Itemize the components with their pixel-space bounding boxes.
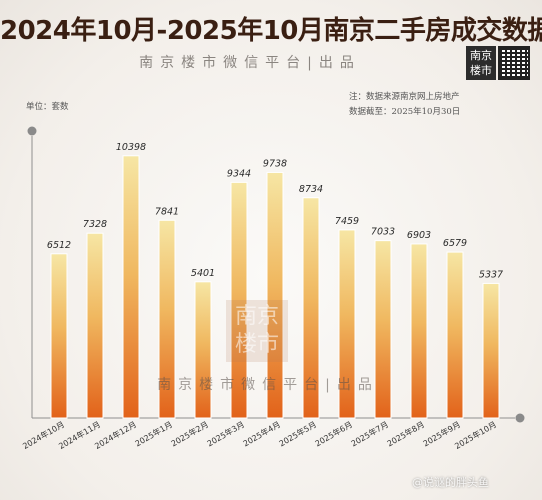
data-label: 9738 [263,158,287,169]
data-label: 7033 [371,227,395,238]
x-tick-label: 2025年5月 [277,419,318,448]
bar [374,240,392,419]
bar [302,197,320,419]
date-note: 数据截至：2025年10月30日 [349,107,461,117]
data-label: 6579 [443,238,467,249]
qr-code-icon[interactable] [498,46,530,80]
bar [482,282,500,419]
x-tick-label: 2025年1月 [133,419,174,448]
bar [446,251,464,419]
watermark-text: 南京楼市微信平台|出品 [157,377,379,393]
data-label: 6903 [407,230,431,241]
x-tick-label: 2025年4月 [241,419,282,448]
bar [410,243,428,419]
corner-source-tag: @说谜的胖头鱼 [412,476,489,489]
x-tick-label: 2025年3月 [205,419,246,448]
data-label: 7328 [83,219,107,230]
publisher-credit: 南京楼市微信平台|出品 [139,55,361,71]
source-note: 注：数据来源南京网上房地产 [349,92,460,102]
x-tick-label: 2025年8月 [385,419,426,448]
data-label: 5337 [479,269,503,280]
x-tick-label: 2025年2月 [169,419,210,448]
bar [50,253,68,419]
bar [338,229,356,419]
bar [158,219,176,419]
data-label: 5401 [191,268,215,279]
chart-title: 2024年10月-2025年10月南京二手房成交数据 [0,16,542,46]
data-label: 7459 [335,216,359,227]
bar [266,171,284,419]
bar [230,181,248,419]
x-tick-label: 2025年7月 [349,419,390,448]
data-label: 10398 [116,142,146,153]
data-label: 9344 [227,168,251,179]
bar [122,155,140,419]
data-label: 6512 [47,240,71,251]
x-axis-end-dot [515,413,525,423]
data-label: 7841 [155,206,179,217]
unit-label: 单位：套数 [26,102,69,112]
bar [86,232,104,419]
bar [194,281,212,419]
y-axis-end-dot [27,126,37,136]
watermark-logo: 南京楼市 [226,300,288,362]
x-tick-label: 2025年6月 [313,419,354,448]
data-label: 8734 [299,184,323,195]
brand-logo: 南京楼市 [466,46,496,80]
